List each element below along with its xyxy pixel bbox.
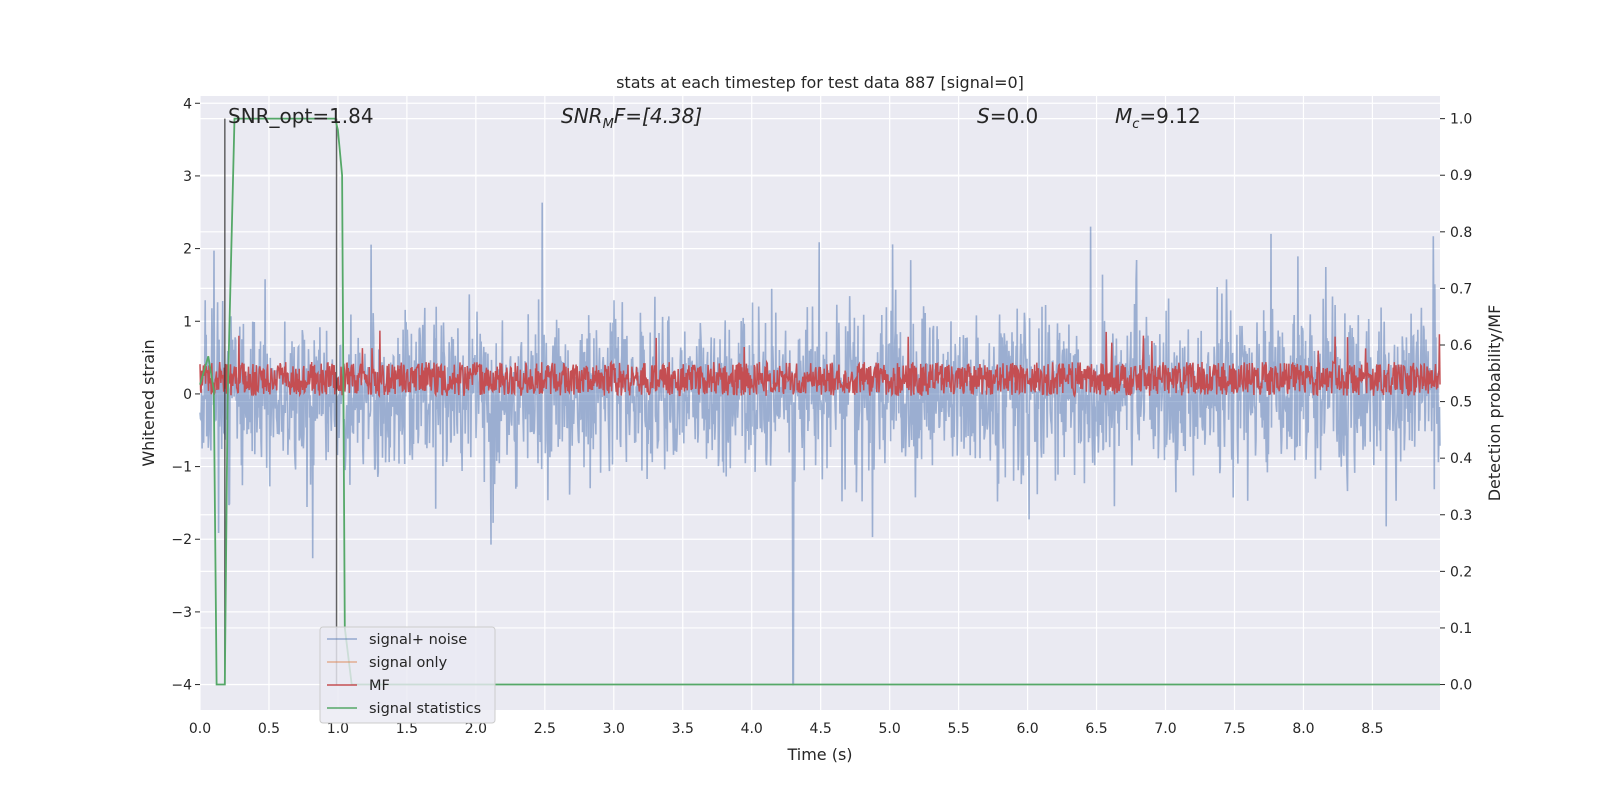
y-left-tick-label: −3 — [171, 605, 192, 621]
y-right-tick-label: 0.3 — [1450, 508, 1472, 524]
x-tick-label: 0.5 — [258, 721, 280, 737]
y-right-axis-label: Detection probability/MF — [1485, 305, 1504, 502]
y-right-tick-label: 0.6 — [1450, 338, 1472, 354]
annotation-mc: Mc=9.12 — [1115, 104, 1201, 132]
y-left-tick-label: 4 — [183, 96, 192, 112]
y-right-tick-label: 0.4 — [1450, 451, 1472, 467]
x-ticks: 0.0 0.5 1.0 1.5 2.0 2.5 3.0 3.5 4.0 4.5 5.0 5.5 6.0 6… — [189, 721, 1384, 737]
y-right-tick-label: 0.9 — [1450, 168, 1472, 184]
y-right-tick-label: 0.7 — [1450, 281, 1472, 297]
x-tick-label: 7.5 — [1223, 721, 1245, 737]
x-tick-label: 4.5 — [810, 721, 832, 737]
x-tick-label: 6.0 — [1016, 721, 1038, 737]
x-tick-label: 2.0 — [465, 721, 487, 737]
y-right-tick-label: 0.5 — [1450, 395, 1472, 411]
y-left-tick-label: −4 — [171, 678, 192, 694]
y-right-tick-label: 0.2 — [1450, 564, 1472, 580]
x-tick-label: 7.0 — [1154, 721, 1176, 737]
y-left-axis-label: Whitened strain — [139, 339, 158, 466]
legend-box — [319, 626, 496, 724]
x-tick-label: 1.0 — [327, 721, 349, 737]
x-tick-label: 6.5 — [1085, 721, 1107, 737]
y-right-tick-label: 0.8 — [1450, 225, 1472, 241]
annotation-s: S=0.0 — [977, 104, 1038, 128]
x-tick-label: 4.0 — [741, 721, 763, 737]
annotation-snr-opt: SNR_opt=1.84 — [228, 104, 374, 128]
annotation-mc-rest: =9.12 — [1139, 104, 1200, 128]
x-tick-label: 8.5 — [1361, 721, 1383, 737]
x-tick-label: 3.5 — [672, 721, 694, 737]
annotation-s-rest: =0.0 — [990, 104, 1039, 128]
x-tick-label: 2.5 — [534, 721, 556, 737]
annotations: SNR_opt=1.84 SNRMF=[4.38] S=0.0 Mc=9.12 — [228, 104, 1201, 132]
x-tick-label: 0.0 — [189, 721, 211, 737]
y-left-tick-label: −2 — [171, 532, 192, 548]
x-tick-label: 8.0 — [1292, 721, 1314, 737]
legend-label-mf: MF — [369, 678, 390, 694]
x-tick-label: 3.0 — [603, 721, 625, 737]
y-left-tick-label: 3 — [183, 169, 192, 185]
x-tick-label: 1.5 — [396, 721, 418, 737]
vertical-markers — [224, 118, 338, 685]
annotation-s-main: S — [977, 104, 990, 128]
y-left-tick-label: 2 — [183, 242, 192, 258]
y-left-tick-label: 0 — [183, 387, 192, 403]
y-left-tick-label: 1 — [183, 314, 192, 330]
y-right-tick-label: 0.1 — [1450, 621, 1472, 637]
legend-label-signal-statistics: signal statistics — [369, 701, 481, 717]
y-right-tick-label: 0.0 — [1450, 678, 1472, 694]
series-mf — [199, 330, 1441, 399]
mf-line — [199, 330, 1441, 399]
annotation-snr-mf-main: SNR — [561, 104, 603, 128]
x-tick-label: 5.0 — [879, 721, 901, 737]
x-tick-label: 5.5 — [947, 721, 969, 737]
annotation-snr-mf-rest: F=[4.38] — [614, 104, 702, 128]
annotation-mc-main: M — [1115, 104, 1132, 128]
annotation-snr-mf: SNRMF=[4.38] — [561, 104, 702, 132]
legend: signal+ noise signal only MF signal stat… — [319, 626, 496, 724]
chart-title: stats at each timestep for test data 887… — [616, 73, 1024, 92]
legend-label-signal-noise: signal+ noise — [369, 632, 467, 648]
x-axis-label: Time (s) — [786, 745, 852, 764]
y-right-ticks: 0.0 0.1 0.2 0.3 0.4 0.5 0.6 0.7 0.8 0.9 1.0 — [1440, 112, 1472, 694]
legend-label-signal-only: signal only — [369, 655, 448, 671]
annotation-mc-sub: c — [1132, 117, 1139, 132]
y-right-tick-label: 1.0 — [1450, 112, 1472, 128]
annotation-snr-mf-sub: M — [603, 117, 614, 132]
y-left-tick-label: −1 — [171, 460, 192, 476]
y-left-ticks: −4 −3 −2 −1 0 1 2 3 4 — [171, 96, 200, 694]
